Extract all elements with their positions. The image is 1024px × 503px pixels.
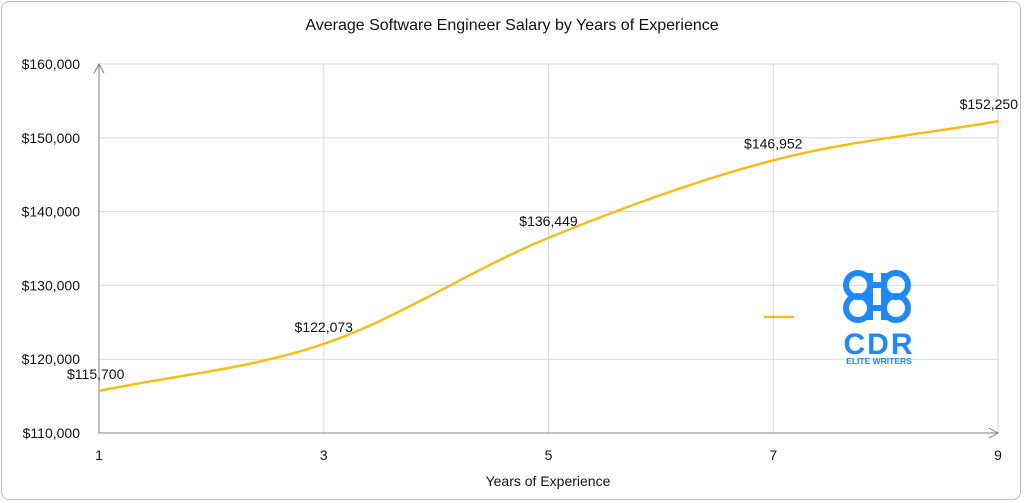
y-tick-label: $140,000 (22, 204, 81, 220)
data-label: $146,952 (744, 135, 803, 151)
data-label: $122,073 (295, 319, 354, 335)
x-tick-label: 7 (769, 447, 777, 463)
data-labels: $115,700 $122,073 $136,449 $146,952 $152,250 (67, 96, 1018, 382)
x-axis-label: Years of Experience (486, 473, 611, 489)
series-group (97, 119, 1000, 393)
series-line (97, 119, 1000, 393)
logo-wordmark: CDR (844, 328, 915, 361)
x-axis-arrow-icon (988, 427, 1000, 439)
data-label: $152,250 (960, 96, 1019, 112)
x-tick-label: 5 (545, 447, 553, 463)
x-tick-label: 9 (994, 447, 1002, 463)
logo-mark-icon (843, 270, 911, 323)
y-axis-arrow-icon (93, 62, 105, 74)
axes (93, 62, 1000, 439)
logo-tagline: ELITE WRITERS (846, 356, 912, 366)
y-tick-label: $160,000 (22, 56, 81, 72)
y-tick-labels: $110,000 $120,000 $130,000 $140,000 $150,000… (22, 56, 81, 441)
y-tick-label: $150,000 (22, 130, 81, 146)
chart-title: Average Software Engineer Salary by Year… (305, 17, 718, 34)
cdr-elite-writers-logo: CDR ELITE WRITERS (843, 270, 915, 366)
x-tick-label: 3 (320, 447, 328, 463)
y-tick-label: $120,000 (22, 351, 81, 367)
gridlines (99, 63, 999, 433)
x-tick-labels: 1 3 5 7 9 (95, 447, 1002, 463)
y-tick-label: $110,000 (23, 425, 81, 441)
x-tick-label: 1 (95, 447, 103, 463)
data-label: $136,449 (519, 213, 578, 229)
data-label: $115,700 (67, 366, 125, 382)
y-tick-label: $130,000 (22, 277, 81, 293)
